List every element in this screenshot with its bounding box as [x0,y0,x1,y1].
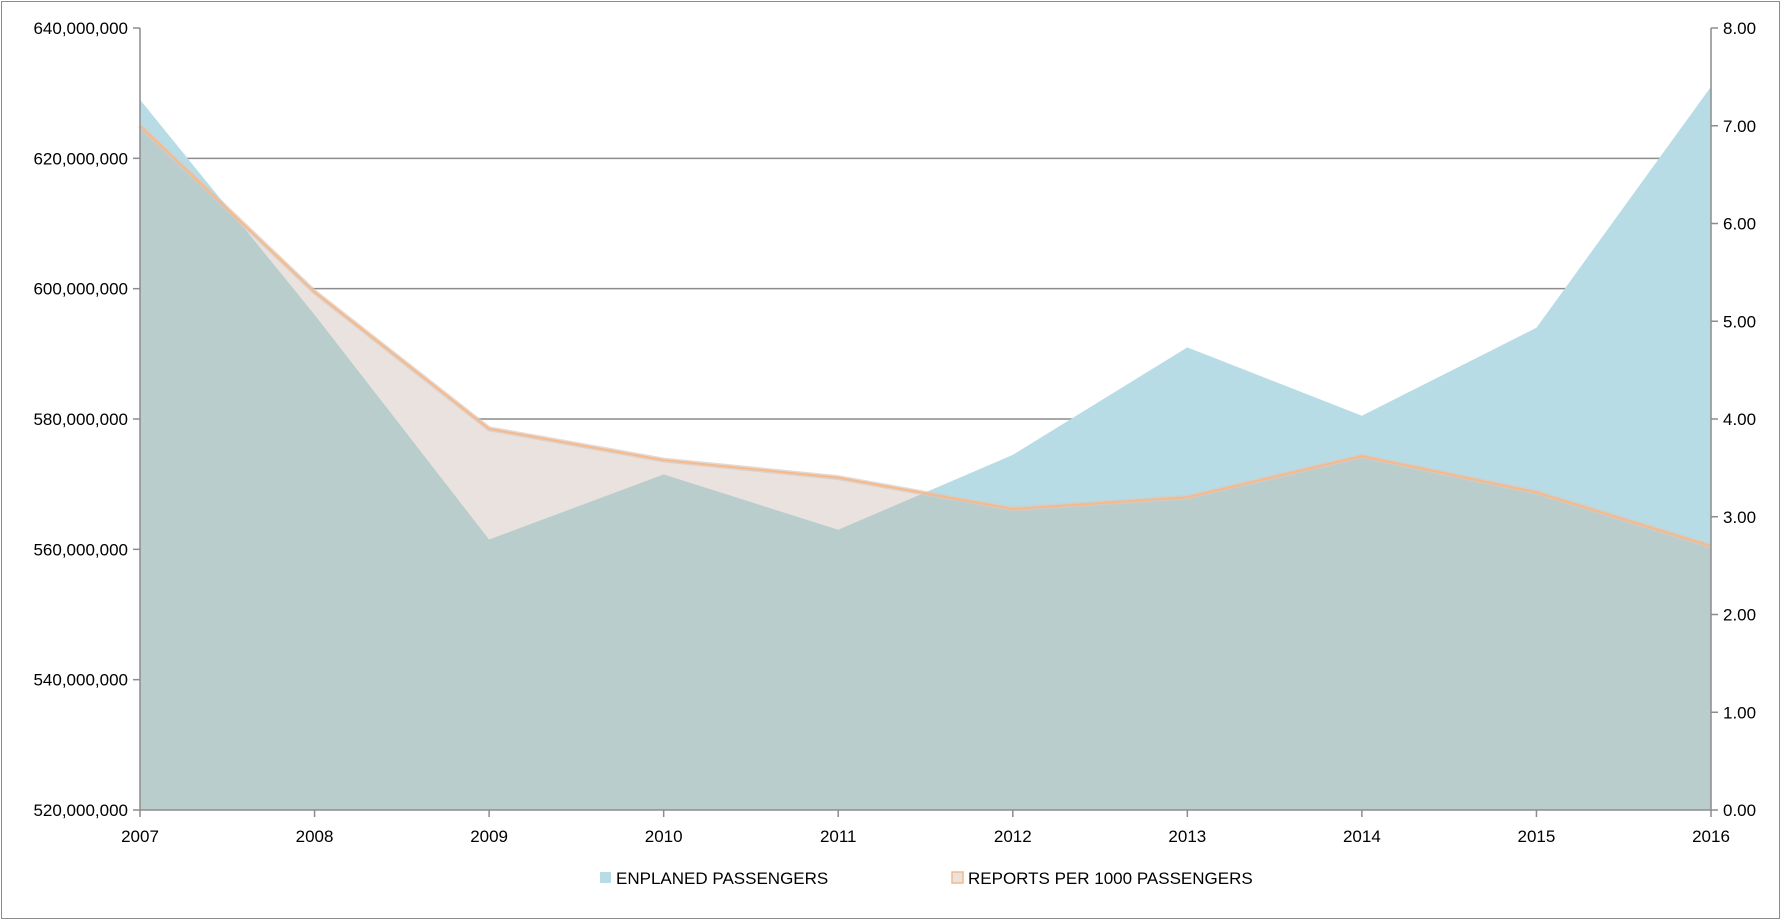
legend-label-enplaned-passengers: ENPLANED PASSENGERS [616,869,828,888]
x-tick-label: 2014 [1343,827,1381,846]
series-overlap-area [140,125,1711,810]
left-tick-label: 600,000,000 [33,280,128,299]
left-tick-label: 620,000,000 [33,149,128,168]
right-tick-label: 4.00 [1723,410,1756,429]
series-reports-per-1000-line [139,125,1712,548]
right-tick-label: 5.00 [1723,312,1756,331]
right-tick-label: 6.00 [1723,215,1756,234]
x-tick-label: 2016 [1692,827,1730,846]
right-tick-label: 7.00 [1723,117,1756,136]
right-tick-label: 3.00 [1723,508,1756,527]
left-tick-label: 540,000,000 [33,671,128,690]
x-tick-label: 2007 [121,827,159,846]
right-tick-label: 1.00 [1723,703,1756,722]
right-tick-label: 8.00 [1723,19,1756,38]
x-tick-label: 2015 [1518,827,1556,846]
x-tick-label: 2013 [1168,827,1206,846]
right-tick-label: 2.00 [1723,606,1756,625]
left-tick-label: 560,000,000 [33,540,128,559]
x-tick-label: 2008 [296,827,334,846]
right-tick-label: 0.00 [1723,801,1756,820]
x-tick-label: 2012 [994,827,1032,846]
legend-swatch-reports-per-1000 [951,871,964,884]
left-tick-label: 640,000,000 [33,19,128,38]
legend-label-reports-per-1000: REPORTS PER 1000 PASSENGERS [968,869,1253,888]
x-tick-label: 2009 [470,827,508,846]
x-tick-label: 2011 [820,827,857,846]
left-tick-label: 520,000,000 [33,801,128,820]
x-tick-label: 2010 [645,827,683,846]
left-tick-label: 580,000,000 [33,410,128,429]
legend-swatch-enplaned-passengers [600,872,611,883]
